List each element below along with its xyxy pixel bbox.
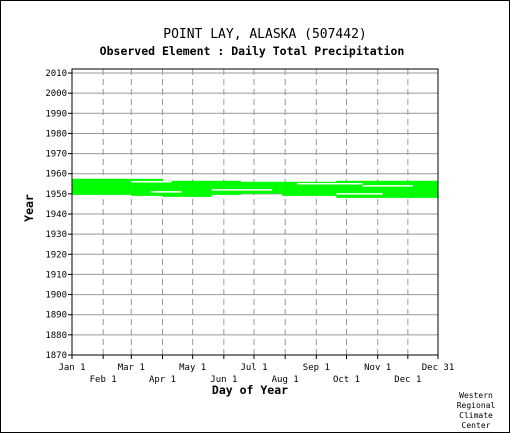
x-tick-label-lower: Aug 1 bbox=[272, 375, 299, 385]
x-tick-label-upper: Dec 31 bbox=[422, 363, 455, 373]
y-tick-label: 1890 bbox=[45, 311, 67, 321]
coverage-band bbox=[282, 181, 337, 196]
coverage-band bbox=[211, 180, 241, 195]
x-tick-label-lower: Feb 1 bbox=[90, 375, 117, 385]
y-tick-label: 1920 bbox=[45, 250, 67, 260]
x-tick-label-lower: Oct 1 bbox=[333, 375, 360, 385]
y-tick-label: 1940 bbox=[45, 210, 67, 220]
coverage-band bbox=[72, 178, 132, 195]
x-axis-label: Day of Year bbox=[212, 383, 288, 397]
y-tick-label: 1930 bbox=[45, 230, 67, 240]
y-tick-label: 1980 bbox=[45, 129, 67, 139]
y-tick-label: 1900 bbox=[45, 291, 67, 301]
coverage-band bbox=[240, 181, 283, 194]
x-axis-ticks: Jan 1 Mar 1 May 1 Jul 1 Sep 1 Nov 1 Dec 31 Feb … bbox=[58, 355, 454, 385]
x-tick-label-upper: Nov 1 bbox=[364, 363, 391, 373]
x-tick-label-upper: Jan 1 bbox=[58, 363, 85, 373]
y-tick-label: 1950 bbox=[45, 190, 67, 200]
y-tick-label: 1910 bbox=[45, 270, 67, 280]
chart-title: POINT LAY, ALASKA (507442) bbox=[163, 27, 367, 42]
y-tick-label: 1990 bbox=[45, 109, 67, 119]
credit-line-1: Western bbox=[459, 391, 493, 400]
x-tick-label-upper: May 1 bbox=[179, 363, 206, 373]
data-coverage bbox=[72, 178, 438, 198]
x-tick-label-upper: Sep 1 bbox=[303, 363, 330, 373]
y-tick-label: 1970 bbox=[45, 150, 67, 160]
y-tick-label: 1870 bbox=[45, 351, 67, 361]
x-tick-label-upper: Mar 1 bbox=[118, 363, 145, 373]
credit-line-2: Regional bbox=[457, 401, 496, 410]
wrcc-credit: Western Regional Climate Center bbox=[457, 391, 496, 430]
coverage-band bbox=[377, 180, 438, 198]
chart-subtitle: Observed Element : Daily Total Precipita… bbox=[100, 44, 405, 58]
credit-line-4: Center bbox=[462, 421, 491, 430]
grid-lines bbox=[72, 69, 438, 356]
x-tick-label-lower: Jun 1 bbox=[210, 375, 237, 385]
y-axis-ticks: 1870 1880 1890 1900 1910 1920 1930 1940 1950 1960… bbox=[45, 69, 72, 361]
y-tick-label: 1880 bbox=[45, 331, 67, 341]
y-tick-label: 2000 bbox=[45, 89, 67, 99]
x-tick-label-lower: Apr 1 bbox=[149, 375, 176, 385]
plot-border bbox=[71, 68, 439, 356]
data-gaps bbox=[131, 181, 413, 195]
y-axis-label: Year bbox=[22, 194, 36, 222]
y-tick-label: 1960 bbox=[45, 170, 67, 180]
credit-line-3: Climate bbox=[459, 411, 493, 420]
y-tick-label: 2010 bbox=[45, 69, 67, 79]
x-tick-label-lower: Dec 1 bbox=[394, 375, 421, 385]
x-tick-label-upper: Jul 1 bbox=[240, 363, 267, 373]
coverage-band bbox=[162, 180, 212, 197]
